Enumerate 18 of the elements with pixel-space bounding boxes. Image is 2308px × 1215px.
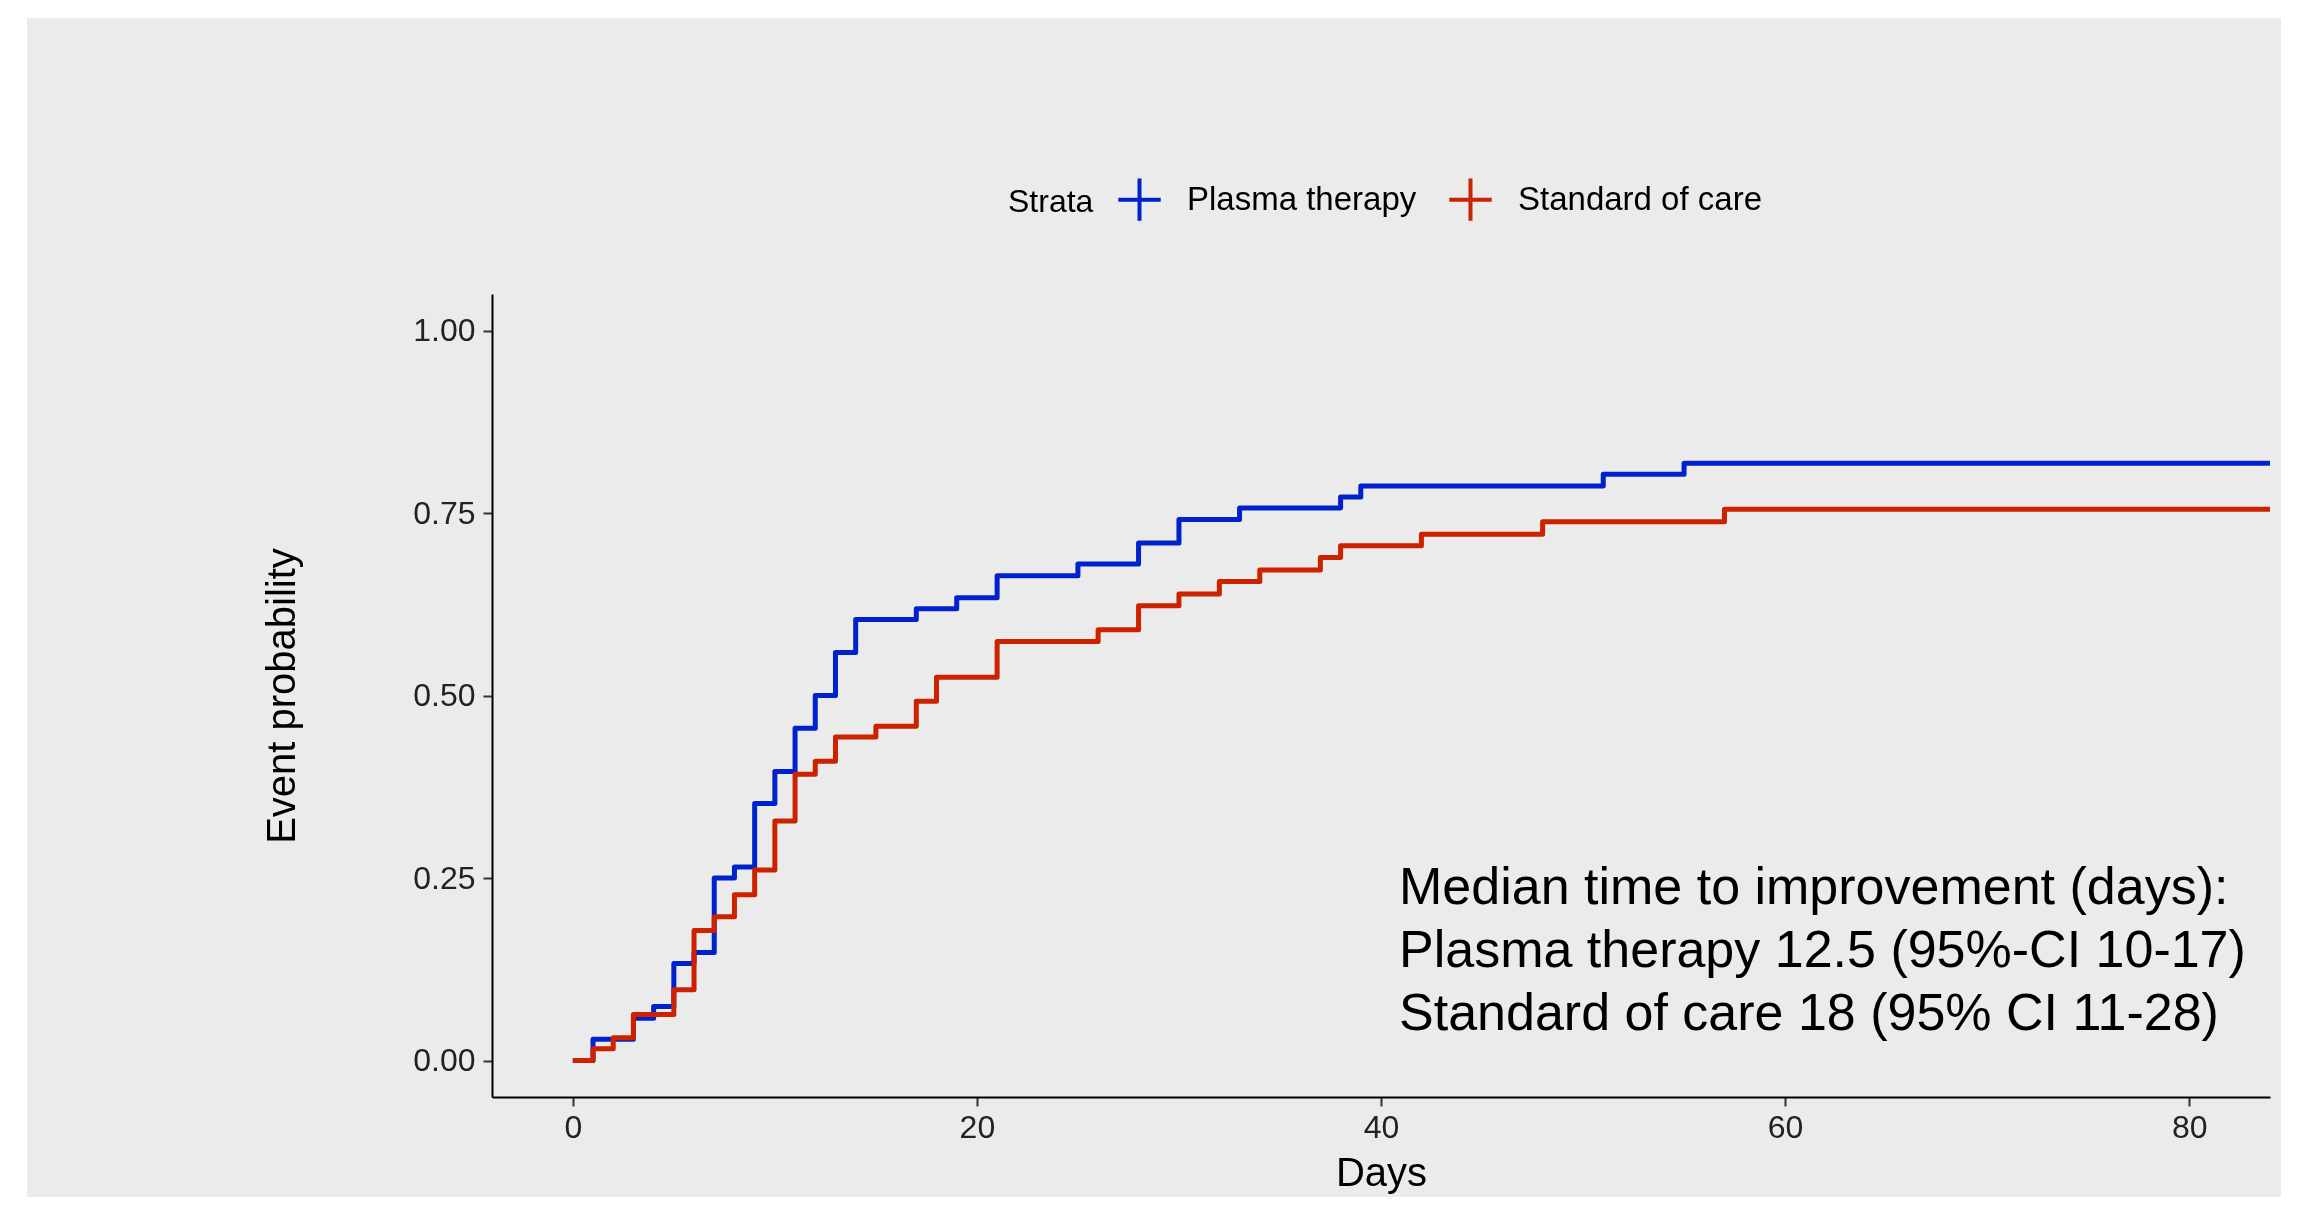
annotation: Standard of care 18 (95% CI 11-28) — [1399, 983, 2219, 1041]
y-tick-label: 0.00 — [413, 1042, 476, 1078]
legend-title: Strata — [1008, 183, 1094, 219]
annotation: Plasma therapy 12.5 (95%-CI 10-17) — [1399, 920, 2246, 978]
x-tick-label: 0 — [564, 1108, 583, 1145]
x-tick-label: 60 — [1767, 1108, 1804, 1145]
y-tick-label: 0.75 — [413, 494, 476, 531]
y-tick-label: 0.50 — [413, 677, 476, 713]
x-tick-label: 20 — [959, 1108, 996, 1145]
legend-label: Plasma therapy — [1187, 179, 1417, 217]
legend-label: Standard of care — [1518, 179, 1762, 217]
y-tick-label: 1.00 — [413, 312, 476, 348]
y-tick-label: 0.25 — [413, 859, 476, 896]
x-tick-label: 40 — [1363, 1108, 1400, 1145]
x-tick-label: 80 — [2171, 1108, 2208, 1145]
x-axis-title: Days — [1335, 1149, 1428, 1194]
y-axis-title: Event probability — [259, 548, 304, 844]
annotation: Median time to improvement (days): — [1399, 857, 2229, 915]
